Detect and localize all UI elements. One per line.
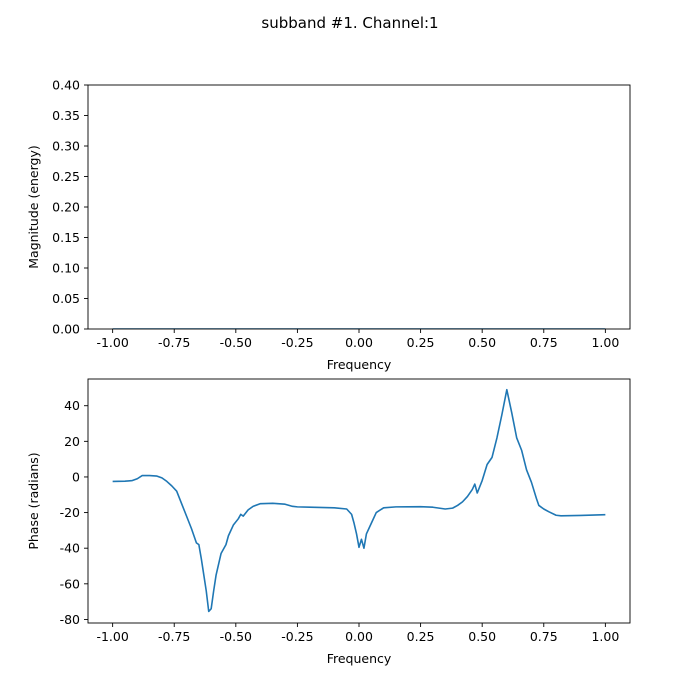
magnitude-y-tick-label: 0.15 [52, 230, 80, 245]
magnitude-x-tick-label: -1.00 [96, 335, 128, 350]
phase-x-tick-label: 0.50 [468, 629, 496, 644]
magnitude-x-tick-label: 1.00 [591, 335, 619, 350]
magnitude-y-tick-label: 0.35 [52, 108, 80, 123]
phase-y-tick-label: 40 [64, 398, 80, 413]
magnitude-x-tick-label: -0.25 [281, 335, 313, 350]
magnitude-x-tick-label: -0.50 [220, 335, 252, 350]
magnitude-y-tick-label: 0.25 [52, 169, 80, 184]
phase-y-tick-label: 20 [64, 434, 80, 449]
phase-y-tick-label: -40 [60, 541, 80, 556]
phase-x-axis-label: Frequency [327, 651, 392, 666]
phase-y-tick-label: 0 [72, 469, 80, 484]
magnitude-x-tick-label: -0.75 [158, 335, 190, 350]
magnitude-y-tick-label: 0.00 [52, 322, 80, 337]
magnitude-y-axis-label: Magnitude (energy) [26, 145, 41, 269]
magnitude-x-tick-label: 0.50 [468, 335, 496, 350]
figure-title: subband #1. Channel:1 [261, 14, 438, 32]
magnitude-x-tick-label: 0.25 [407, 335, 435, 350]
magnitude-x-tick-label: 0.00 [345, 335, 373, 350]
phase-x-tick-label: 0.00 [345, 629, 373, 644]
phase-x-tick-label: -1.00 [96, 629, 128, 644]
phase-y-tick-label: -20 [60, 505, 80, 520]
magnitude-chart: -1.00 -0.75 -0.50 -0.25 0.00 0.25 0.50 0.75 1.00… [26, 78, 631, 372]
phase-x-tick-label: -0.50 [220, 629, 252, 644]
magnitude-x-tick-label: 0.75 [530, 335, 558, 350]
phase-x-tick-label: 1.00 [591, 629, 619, 644]
phase-x-tick-label: 0.25 [407, 629, 435, 644]
magnitude-y-tick-label: 0.10 [52, 261, 80, 276]
magnitude-x-axis-label: Frequency [327, 357, 392, 372]
phase-y-tick-label: -60 [60, 576, 80, 591]
phase-chart: -1.00 -0.75 -0.50 -0.25 0.00 0.25 0.50 0.75 1.00… [26, 378, 631, 666]
phase-x-tick-label: -0.75 [158, 629, 190, 644]
phase-series-line [112, 388, 606, 613]
magnitude-y-tick-label: 0.20 [52, 200, 80, 215]
magnitude-y-tick-label: 0.40 [52, 78, 80, 93]
magnitude-y-tick-label: 0.05 [52, 291, 80, 306]
magnitude-y-tick-label: 0.30 [52, 139, 80, 154]
phase-y-axis-label: Phase (radians) [26, 452, 41, 549]
phase-x-tick-label: -0.25 [281, 629, 313, 644]
phase-y-tick-label: -80 [60, 612, 80, 627]
phase-x-tick-label: 0.75 [530, 629, 558, 644]
phase-axes-frame [87, 378, 631, 624]
magnitude-axes-frame [87, 84, 631, 330]
